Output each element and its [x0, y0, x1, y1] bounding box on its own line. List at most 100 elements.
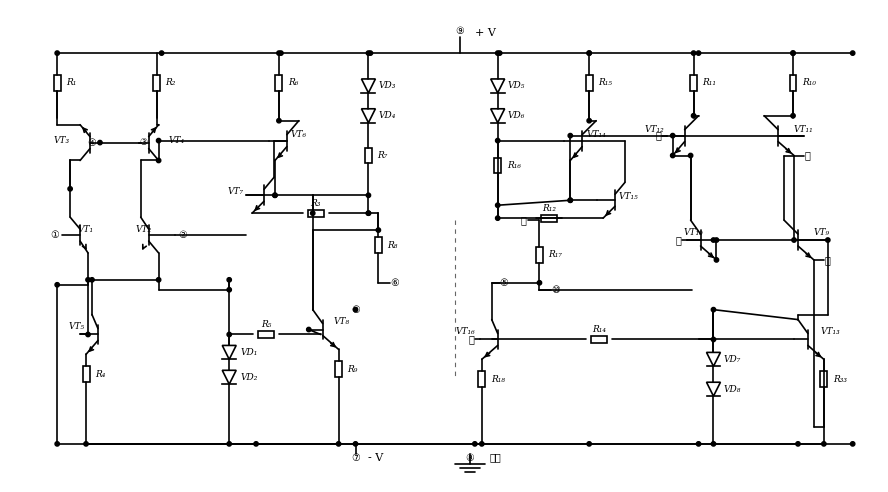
Text: VD₁: VD₁	[240, 348, 258, 357]
Text: R₉: R₉	[347, 365, 358, 374]
Circle shape	[472, 442, 477, 446]
Circle shape	[692, 51, 696, 55]
Circle shape	[55, 282, 59, 287]
Circle shape	[337, 442, 341, 446]
Circle shape	[366, 211, 370, 215]
Text: ⑩: ⑩	[551, 285, 559, 295]
Text: VT₇: VT₇	[228, 187, 244, 196]
Circle shape	[156, 138, 161, 143]
Circle shape	[568, 133, 573, 138]
Text: R₄: R₄	[95, 370, 106, 379]
Circle shape	[696, 442, 701, 446]
Circle shape	[277, 51, 281, 55]
Circle shape	[496, 138, 500, 143]
Text: R₁₈: R₁₈	[491, 375, 504, 384]
Circle shape	[791, 51, 796, 55]
Text: VT₉: VT₉	[814, 228, 830, 237]
Text: R₇: R₇	[377, 151, 388, 160]
Circle shape	[279, 51, 283, 55]
Text: R₃₃: R₃₃	[833, 375, 847, 384]
Text: ⑫: ⑫	[805, 151, 811, 160]
Text: VD₅: VD₅	[508, 81, 525, 91]
Circle shape	[696, 51, 701, 55]
Text: ④: ④	[88, 138, 97, 148]
Circle shape	[587, 119, 591, 123]
Circle shape	[366, 211, 370, 215]
Text: R₁₁: R₁₁	[702, 78, 717, 88]
Circle shape	[55, 442, 59, 446]
Circle shape	[480, 442, 484, 446]
Circle shape	[711, 338, 716, 341]
Circle shape	[587, 51, 591, 55]
Circle shape	[68, 186, 72, 191]
Circle shape	[227, 287, 232, 292]
Circle shape	[227, 332, 232, 337]
Circle shape	[86, 332, 91, 337]
Circle shape	[711, 238, 716, 242]
Circle shape	[496, 216, 500, 220]
Text: VD₇: VD₇	[724, 355, 741, 364]
Circle shape	[851, 51, 855, 55]
Circle shape	[366, 193, 370, 197]
Circle shape	[537, 280, 542, 285]
Text: R₁₅: R₁₅	[599, 78, 612, 88]
Circle shape	[156, 158, 161, 163]
Text: R₅: R₅	[261, 320, 271, 329]
Text: R₆: R₆	[288, 78, 298, 88]
Text: VT₁: VT₁	[77, 224, 93, 234]
Circle shape	[83, 442, 88, 446]
Text: ②: ②	[178, 230, 186, 240]
Circle shape	[369, 51, 373, 55]
Circle shape	[90, 277, 94, 282]
Text: ⑱: ⑱	[676, 235, 682, 245]
Circle shape	[670, 133, 675, 138]
Circle shape	[98, 140, 102, 145]
Text: VT₁₁: VT₁₁	[794, 125, 813, 134]
Text: VT₃: VT₃	[54, 136, 70, 145]
Text: ⑲: ⑲	[520, 215, 527, 225]
Circle shape	[156, 277, 161, 282]
Text: VT₁₀: VT₁₀	[684, 228, 703, 237]
Text: R₁: R₁	[66, 78, 76, 88]
Circle shape	[670, 154, 675, 158]
Text: R₁₇: R₁₇	[549, 250, 562, 259]
Text: VT₆: VT₆	[291, 130, 307, 139]
Circle shape	[273, 193, 277, 197]
Circle shape	[496, 203, 500, 208]
Circle shape	[568, 198, 573, 202]
Circle shape	[791, 114, 796, 118]
Text: VT₁₆: VT₁₆	[455, 327, 475, 336]
Text: VD₄: VD₄	[378, 111, 396, 120]
Text: ⑧: ⑧	[465, 453, 474, 463]
Circle shape	[711, 442, 716, 446]
Text: ⑤: ⑤	[499, 278, 508, 288]
Text: 衬底: 衬底	[490, 453, 502, 462]
Circle shape	[496, 51, 500, 55]
Circle shape	[714, 238, 718, 242]
Circle shape	[796, 442, 800, 446]
Circle shape	[826, 238, 830, 242]
Circle shape	[792, 238, 797, 242]
Circle shape	[273, 193, 277, 197]
Text: R₁₆: R₁₆	[507, 161, 520, 170]
Text: ⑦: ⑦	[351, 453, 360, 463]
Text: + V: + V	[475, 28, 496, 38]
Circle shape	[311, 211, 315, 215]
Circle shape	[587, 51, 591, 55]
Text: VT₈: VT₈	[334, 317, 350, 326]
Circle shape	[821, 442, 826, 446]
Circle shape	[353, 442, 358, 446]
Circle shape	[497, 51, 502, 55]
Text: VD₃: VD₃	[378, 81, 396, 91]
Circle shape	[714, 258, 718, 262]
Circle shape	[711, 308, 716, 312]
Text: VT₄: VT₄	[169, 136, 185, 145]
Text: R₁₂: R₁₂	[543, 204, 557, 213]
Text: VD₈: VD₈	[724, 385, 741, 394]
Circle shape	[377, 228, 381, 232]
Text: R₁₄: R₁₄	[592, 325, 607, 334]
Circle shape	[851, 442, 855, 446]
Text: VD₂: VD₂	[240, 373, 258, 382]
Text: ⑥: ⑥	[390, 278, 399, 288]
Text: R₁₀: R₁₀	[802, 78, 816, 88]
